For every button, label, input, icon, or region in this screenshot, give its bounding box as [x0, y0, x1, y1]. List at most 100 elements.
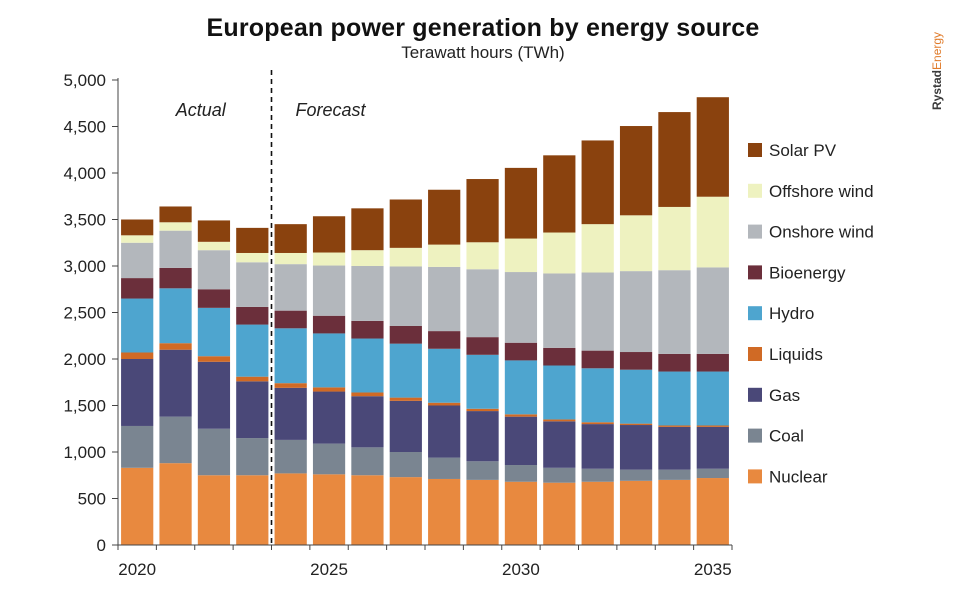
bar-segment-liquids-2035	[696, 425, 729, 427]
bar-segment-gas-2033	[619, 425, 653, 470]
bar-segment-offshore-wind-2031	[543, 232, 576, 274]
bar-segment-coal-2033	[619, 469, 653, 481]
bar-segment-coal-2029	[466, 461, 499, 480]
bar-segment-coal-2031	[543, 467, 576, 483]
bar-segment-coal-2023	[236, 438, 269, 476]
bar-segment-onshore-wind-2024	[274, 264, 307, 311]
bar-segment-gas-2023	[236, 381, 269, 439]
y-tick-label: 3,500	[63, 211, 106, 230]
bar-segment-hydro-2027	[389, 343, 422, 398]
bar-stack-2028	[428, 189, 461, 545]
bar-segment-offshore-wind-2028	[428, 244, 461, 267]
bar-segment-solar-pv-2030	[504, 167, 538, 239]
bar-segment-gas-2028	[428, 405, 461, 458]
bar-stack-2033	[619, 126, 653, 545]
bar-segment-offshore-wind-2034	[658, 206, 691, 271]
bar-segment-bioenergy-2025	[312, 315, 346, 334]
bar-segment-onshore-wind-2035	[696, 267, 729, 354]
y-tick-label: 2,000	[63, 350, 106, 369]
bar-segment-offshore-wind-2025	[312, 252, 346, 266]
bar-segment-liquids-2021	[159, 343, 192, 350]
bar-segment-offshore-wind-2029	[466, 242, 499, 270]
legend-label: Nuclear	[769, 467, 828, 486]
bar-segment-nuclear-2023	[236, 475, 269, 545]
bar-segment-solar-pv-2027	[389, 199, 422, 248]
legend-swatch	[748, 183, 762, 198]
bar-segment-gas-2026	[351, 396, 384, 448]
bar-segment-gas-2021	[159, 349, 192, 417]
bar-segment-solar-pv-2028	[428, 189, 461, 245]
bar-segment-hydro-2034	[658, 371, 691, 426]
bar-stack-2027	[389, 199, 422, 545]
bar-segment-liquids-2026	[351, 392, 384, 397]
legend-item-coal: Coal	[748, 427, 804, 446]
bar-segment-hydro-2033	[619, 369, 653, 424]
legend-item-hydro: Hydro	[748, 304, 814, 323]
bar-stack-2035	[696, 97, 729, 545]
bar-segment-nuclear-2026	[351, 475, 384, 545]
bar-segment-bioenergy-2030	[504, 342, 538, 361]
bar-segment-coal-2024	[274, 439, 307, 474]
legend-swatch	[748, 306, 762, 321]
bar-segment-gas-2034	[658, 426, 691, 470]
bar-segment-onshore-wind-2022	[197, 250, 231, 290]
bar-segment-solar-pv-2022	[197, 220, 231, 242]
bar-segment-bioenergy-2027	[389, 325, 422, 344]
bar-segment-onshore-wind-2031	[543, 273, 576, 348]
bar-stack-2026	[351, 208, 384, 545]
bar-segment-nuclear-2024	[274, 473, 307, 545]
legend-swatch	[748, 387, 762, 402]
bar-segment-onshore-wind-2033	[619, 271, 653, 353]
legend-label: Hydro	[769, 304, 814, 323]
legend-swatch	[748, 469, 762, 484]
bar-segment-nuclear-2025	[312, 474, 346, 545]
bar-segment-bioenergy-2034	[658, 353, 691, 372]
bar-segment-gas-2029	[466, 411, 499, 462]
bar-segment-liquids-2027	[389, 397, 422, 401]
bar-segment-onshore-wind-2023	[236, 262, 269, 307]
bar-segment-hydro-2023	[236, 324, 269, 377]
bar-stack-2021	[159, 206, 192, 545]
bar-segment-nuclear-2022	[197, 475, 231, 545]
legend-label: Bioenergy	[769, 263, 846, 282]
bar-stack-2031	[543, 155, 576, 545]
y-tick-label: 1,500	[63, 397, 106, 416]
bar-segment-offshore-wind-2033	[619, 215, 653, 272]
y-tick-label: 4,500	[63, 118, 106, 137]
bar-segment-hydro-2026	[351, 338, 384, 393]
bar-segment-hydro-2030	[504, 360, 538, 415]
bar-segment-coal-2020	[121, 425, 154, 468]
annotation-forecast: Forecast	[296, 100, 367, 120]
bar-segment-bioenergy-2020	[121, 278, 154, 299]
bar-segment-gas-2030	[504, 416, 538, 466]
y-tick-label: 3,000	[63, 257, 106, 276]
legend-swatch	[748, 224, 762, 239]
x-tick-label: 2025	[310, 560, 348, 579]
bar-segment-solar-pv-2034	[658, 112, 691, 207]
bar-stack-2020	[121, 219, 154, 545]
bar-segment-coal-2028	[428, 457, 461, 479]
bar-segment-bioenergy-2035	[696, 353, 729, 372]
bar-segment-nuclear-2027	[389, 477, 422, 545]
bar-segment-offshore-wind-2026	[351, 250, 384, 266]
bar-segment-solar-pv-2024	[274, 224, 307, 253]
bar-segment-hydro-2031	[543, 365, 576, 420]
y-tick-label: 5,000	[63, 71, 106, 90]
bar-segment-offshore-wind-2022	[197, 241, 231, 251]
bar-segment-gas-2024	[274, 387, 307, 440]
bar-segment-nuclear-2021	[159, 463, 192, 545]
bar-segment-gas-2035	[696, 426, 729, 469]
bar-segment-gas-2025	[312, 391, 346, 444]
bar-segment-hydro-2021	[159, 288, 192, 344]
bar-segment-offshore-wind-2021	[159, 222, 192, 231]
legend-label: Liquids	[769, 345, 823, 364]
bar-segment-hydro-2035	[696, 371, 729, 426]
bar-segment-coal-2030	[504, 465, 538, 482]
y-axis: 0 500 1,000 1,500 2,000 2,500 3,000 3,500 4,000 4…	[63, 71, 119, 555]
bar-segment-liquids-2020	[121, 352, 154, 359]
bar-segment-gas-2022	[197, 361, 231, 429]
bar-segment-onshore-wind-2025	[312, 265, 346, 316]
bar-segment-liquids-2024	[274, 383, 307, 388]
legend-label: Offshore wind	[769, 182, 874, 201]
